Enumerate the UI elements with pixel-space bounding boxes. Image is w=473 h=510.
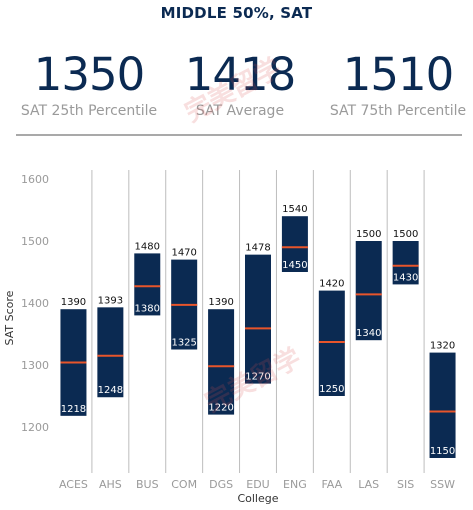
range-bar [134,253,161,316]
low-value-label: 1220 [208,403,233,414]
low-value-label: 1340 [356,328,381,339]
low-value-label: 1450 [282,260,307,271]
x-tick-label: AHS [99,478,122,491]
high-value-label: 1500 [393,229,418,240]
range-bar [245,254,271,384]
range-bar [208,309,235,415]
high-value-label: 1470 [171,248,196,259]
low-value-label: 1380 [135,303,160,314]
x-tick-label: SSW [430,478,455,491]
range-bar [429,352,456,458]
y-tick-label: 1400 [21,297,49,310]
x-tick-label: FAA [321,478,342,491]
y-tick-label: 1500 [21,235,49,248]
page-title: MIDDLE 50%, SAT [160,4,313,22]
high-value-label: 1390 [208,297,233,308]
low-value-label: 1270 [245,372,270,383]
stat-label: SAT 25th Percentile [20,103,158,119]
high-value-label: 1540 [282,204,307,215]
high-value-label: 1480 [135,241,160,252]
stat-label: SAT Average [195,103,285,119]
y-tick-label: 1200 [21,421,49,434]
y-tick-label: 1600 [21,173,49,186]
x-tick-label: EDU [246,478,269,491]
x-tick-label: ACES [59,478,88,491]
x-axis-label: College [237,492,278,505]
low-value-label: 1250 [319,384,344,395]
x-tick-label: ENG [283,478,307,491]
low-value-label: 1150 [430,446,455,457]
low-value-label: 1325 [171,338,196,349]
stat-value: 1510 [342,48,455,101]
x-tick-label: COM [171,478,197,491]
stat-label: SAT 75th Percentile [329,103,467,119]
x-tick-label: LAS [358,478,379,491]
range-bar [318,290,345,396]
range-bar [355,241,382,341]
high-value-label: 1390 [61,297,86,308]
high-value-label: 1478 [245,243,270,254]
x-tick-label: SIS [397,478,414,491]
range-bar [281,216,308,272]
low-value-label: 1218 [61,404,86,415]
high-value-label: 1320 [430,341,455,352]
stat-75th-percentile: 1510 SAT 75th Percentile [322,50,473,120]
low-value-label: 1248 [98,385,123,396]
y-tick-label: 1300 [21,359,49,372]
low-value-label: 1430 [393,272,418,283]
stat-25th-percentile: 1350 SAT 25th Percentile [14,50,164,120]
divider [16,134,462,136]
high-value-label: 1420 [319,279,344,290]
high-value-label: 1500 [356,229,381,240]
range-bar [392,241,419,285]
x-tick-label: BUS [136,478,159,491]
x-tick-label: DGS [209,478,233,491]
stat-value: 1418 [184,48,297,101]
stat-value: 1350 [33,48,146,101]
range-bar [97,307,124,398]
high-value-label: 1393 [98,295,123,306]
y-axis-label: SAT Score [3,290,16,345]
stat-average: 1418 SAT Average [170,50,310,120]
